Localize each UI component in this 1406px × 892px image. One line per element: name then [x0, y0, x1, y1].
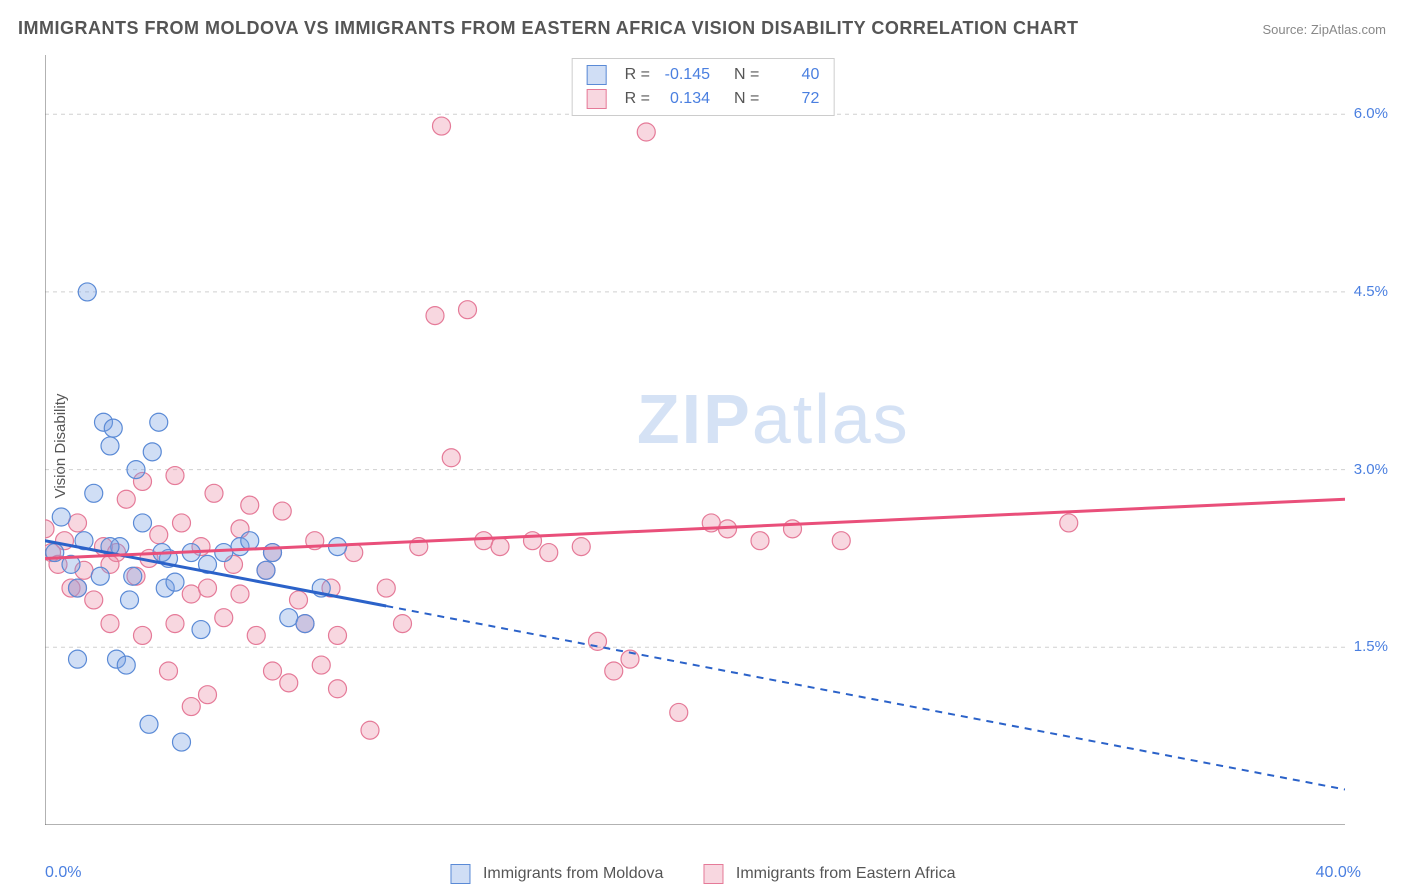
legend-label: Immigrants from Moldova — [483, 865, 664, 882]
x-axis-min-label: 0.0% — [45, 864, 81, 882]
stats-row-moldova: R = -0.145 N = 40 — [587, 63, 820, 87]
legend-item-moldova: Immigrants from Moldova — [450, 864, 663, 884]
swatch-icon — [587, 65, 607, 85]
x-axis-max-label: 40.0% — [1316, 864, 1361, 882]
stat-n-label: N = — [734, 66, 759, 84]
y-tick-label: 6.0% — [1354, 105, 1388, 122]
legend-label: Immigrants from Eastern Africa — [736, 865, 956, 882]
y-tick-label: 4.5% — [1354, 283, 1388, 300]
swatch-icon — [703, 864, 723, 884]
stat-r-label: R = — [625, 90, 650, 108]
stat-n-label: N = — [734, 90, 759, 108]
stats-row-eastern-africa: R = 0.134 N = 72 — [587, 87, 820, 111]
legend-item-eastern-africa: Immigrants from Eastern Africa — [703, 864, 955, 884]
stat-r-label: R = — [625, 66, 650, 84]
swatch-icon — [587, 89, 607, 109]
chart-title: IMMIGRANTS FROM MOLDOVA VS IMMIGRANTS FR… — [18, 18, 1078, 39]
source-label: Source: ZipAtlas.com — [1262, 22, 1386, 37]
series-legend: Immigrants from Moldova Immigrants from … — [450, 864, 955, 884]
stat-r-value: -0.145 — [660, 66, 710, 84]
stats-legend: R = -0.145 N = 40 R = 0.134 N = 72 — [572, 58, 835, 116]
stat-n-value: 72 — [769, 90, 819, 108]
swatch-icon — [450, 864, 470, 884]
stat-r-value: 0.134 — [660, 90, 710, 108]
y-tick-label: 3.0% — [1354, 461, 1388, 478]
y-tick-label: 1.5% — [1354, 638, 1388, 655]
stat-n-value: 40 — [769, 66, 819, 84]
scatter-chart — [45, 55, 1345, 825]
